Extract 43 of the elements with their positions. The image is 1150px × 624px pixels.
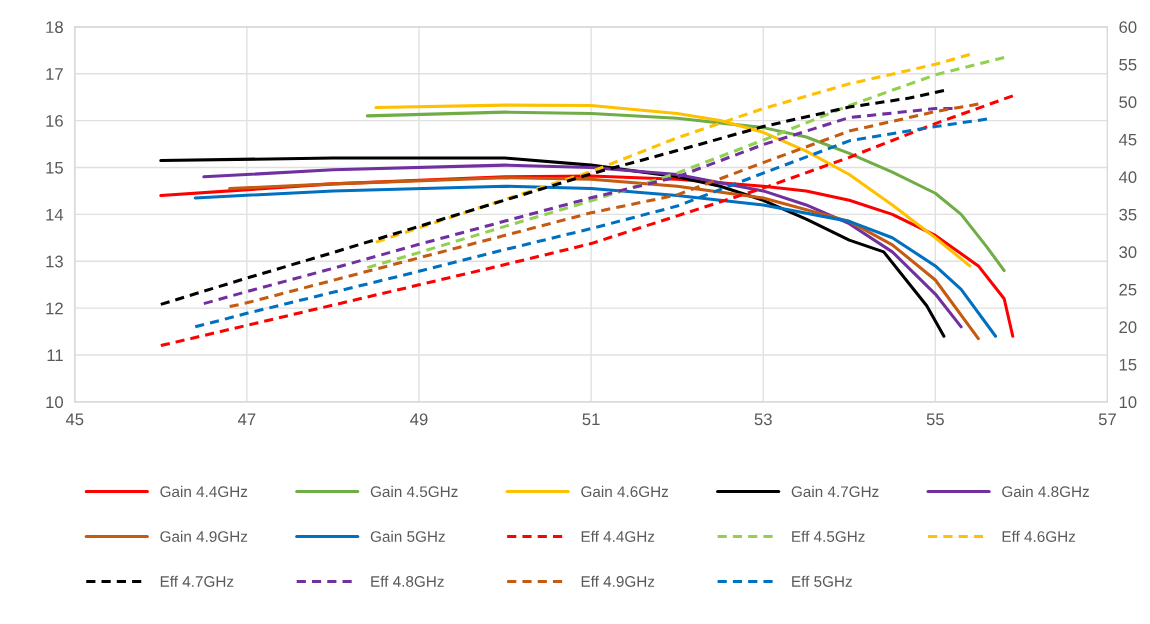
legend-label: Gain 4.8GHz [1002, 485, 1089, 498]
y-tick-label: 11 [47, 349, 63, 362]
y2-tick-label: 20 [1119, 321, 1137, 334]
x-tick-label: 45 [65, 413, 84, 426]
x-tick-label: 49 [410, 413, 428, 426]
y2-tick-label: 55 [1119, 58, 1137, 71]
x-tick-label: 57 [1098, 413, 1116, 426]
legend-label: Eff 5GHz [792, 575, 852, 587]
y2-tick-label: 50 [1119, 96, 1137, 109]
legend-label: Eff 4.7GHz [160, 575, 234, 587]
legend-label: Gain 4.4GHz [160, 485, 248, 498]
legend-label: Eff 4.6GHz [1002, 530, 1076, 542]
x-tick-label: 55 [926, 413, 944, 426]
y-tick-label: 18 [46, 21, 63, 34]
line-series [365, 56, 1006, 270]
line-series [159, 94, 1015, 348]
y-tick-label: 12 [46, 302, 63, 315]
legend-label: Gain 4.7GHz [791, 485, 879, 498]
y2-tick-label: 35 [1119, 208, 1137, 221]
legend-label: Gain 5GHz [370, 530, 445, 542]
x-tick-label: 51 [582, 413, 600, 426]
y-tick-label: 10 [46, 396, 63, 409]
y2-tick-label: 25 [1119, 283, 1137, 296]
legend-label: Eff 4.5GHz [792, 530, 865, 542]
y-tick-label: 13 [46, 255, 63, 268]
legend-label: Gain 4.9GHz [160, 530, 248, 542]
y2-tick-label: 45 [1118, 133, 1137, 146]
y-tick-label: 15 [46, 162, 63, 174]
legend-label: Eff 4.9GHz [581, 575, 655, 587]
y2-tick-label: 10 [1119, 396, 1137, 409]
y2-tick-label: 60 [1119, 21, 1137, 34]
y2-tick-label: 30 [1119, 246, 1137, 259]
legend-label: Eff 4.4GHz [581, 530, 655, 542]
legend-label: Eff 4.8GHz [371, 575, 444, 587]
y-tick-label: 16 [46, 114, 63, 127]
x-tick-label: 47 [237, 413, 256, 426]
y2-tick-label: 40 [1118, 171, 1137, 184]
y2-tick-label: 15 [1119, 358, 1137, 371]
legend-label: Gain 4.6GHz [581, 485, 669, 498]
legend-label: Gain 4.5GHz [370, 485, 458, 498]
y-tick-label: 14 [46, 208, 64, 221]
x-tick-label: 53 [754, 413, 772, 426]
y-tick-label: 17 [46, 68, 63, 80]
